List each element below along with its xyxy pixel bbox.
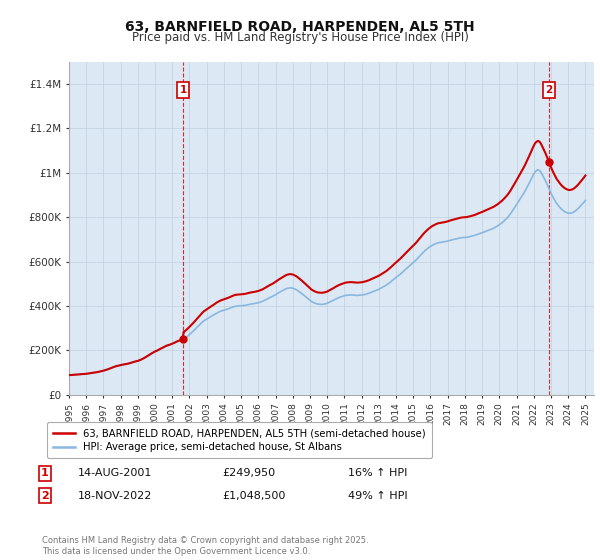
Text: 14-AUG-2001: 14-AUG-2001 (78, 468, 152, 478)
Text: £1,048,500: £1,048,500 (222, 491, 286, 501)
Text: 1: 1 (179, 85, 187, 95)
Text: Price paid vs. HM Land Registry's House Price Index (HPI): Price paid vs. HM Land Registry's House … (131, 31, 469, 44)
Text: 63, BARNFIELD ROAD, HARPENDEN, AL5 5TH: 63, BARNFIELD ROAD, HARPENDEN, AL5 5TH (125, 20, 475, 34)
Text: 2: 2 (41, 491, 49, 501)
Text: 2: 2 (545, 85, 553, 95)
Text: 49% ↑ HPI: 49% ↑ HPI (348, 491, 407, 501)
Legend: 63, BARNFIELD ROAD, HARPENDEN, AL5 5TH (semi-detached house), HPI: Average price: 63, BARNFIELD ROAD, HARPENDEN, AL5 5TH (… (47, 422, 431, 458)
Text: 1: 1 (41, 468, 49, 478)
Text: 16% ↑ HPI: 16% ↑ HPI (348, 468, 407, 478)
Text: 18-NOV-2022: 18-NOV-2022 (78, 491, 152, 501)
Text: £249,950: £249,950 (222, 468, 275, 478)
Text: Contains HM Land Registry data © Crown copyright and database right 2025.
This d: Contains HM Land Registry data © Crown c… (42, 536, 368, 556)
